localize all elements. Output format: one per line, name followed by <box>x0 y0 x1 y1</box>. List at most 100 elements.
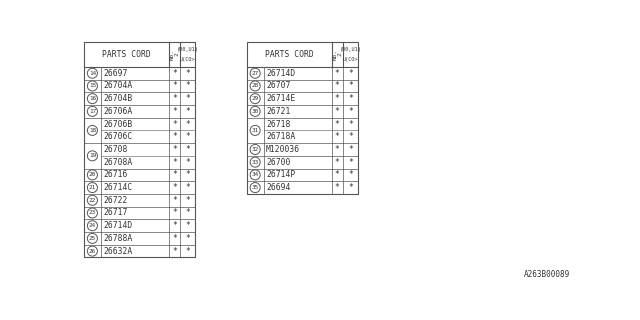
Text: *: * <box>186 82 190 91</box>
Text: 14: 14 <box>89 71 96 76</box>
Bar <box>84 42 195 258</box>
Text: *: * <box>172 196 177 205</box>
Text: 26721: 26721 <box>266 107 291 116</box>
Text: *: * <box>186 183 190 192</box>
Text: *: * <box>348 107 353 116</box>
Text: 24: 24 <box>89 223 96 228</box>
Text: 16: 16 <box>89 96 96 101</box>
Text: *: * <box>172 183 177 192</box>
Text: 26704B: 26704B <box>103 94 132 103</box>
Text: *: * <box>186 234 190 243</box>
Text: 17: 17 <box>89 109 96 114</box>
Text: 26704A: 26704A <box>103 82 132 91</box>
Text: *: * <box>348 94 353 103</box>
Text: *: * <box>172 158 177 167</box>
Text: *: * <box>172 120 177 129</box>
Text: 26708A: 26708A <box>103 158 132 167</box>
Text: (U0,U1): (U0,U1) <box>177 47 198 52</box>
Text: *: * <box>172 94 177 103</box>
Text: *: * <box>172 221 177 230</box>
Text: *: * <box>348 158 353 167</box>
Text: *: * <box>186 158 190 167</box>
Text: *: * <box>348 145 353 154</box>
Text: 26718A: 26718A <box>266 132 295 141</box>
Text: *: * <box>186 69 190 78</box>
Text: PARTS CORD: PARTS CORD <box>102 50 151 59</box>
Text: 26: 26 <box>89 249 96 254</box>
Text: *: * <box>335 145 340 154</box>
Text: *: * <box>186 120 190 129</box>
Text: *: * <box>348 69 353 78</box>
Text: 26716: 26716 <box>103 170 127 180</box>
Text: *: * <box>348 170 353 180</box>
Text: *: * <box>335 158 340 167</box>
Text: *: * <box>172 209 177 218</box>
Text: 26718: 26718 <box>266 120 291 129</box>
Text: U(CO>: U(CO> <box>180 57 196 62</box>
Text: 26714E: 26714E <box>266 94 295 103</box>
Text: 20: 20 <box>89 172 96 177</box>
Text: *: * <box>186 132 190 141</box>
Text: *: * <box>335 107 340 116</box>
Text: *: * <box>172 82 177 91</box>
Text: *: * <box>186 107 190 116</box>
Text: *: * <box>335 170 340 180</box>
Text: *: * <box>186 196 190 205</box>
Text: No.
2: No. 2 <box>170 49 180 60</box>
Text: 34: 34 <box>252 172 259 177</box>
Text: *: * <box>335 120 340 129</box>
Text: 26632A: 26632A <box>103 247 132 256</box>
Text: *: * <box>348 132 353 141</box>
Text: *: * <box>348 183 353 192</box>
Text: *: * <box>335 82 340 91</box>
Text: (U0,U1): (U0,U1) <box>340 47 362 52</box>
Text: 26714D: 26714D <box>266 69 295 78</box>
Text: *: * <box>186 221 190 230</box>
Text: *: * <box>172 145 177 154</box>
Text: 26694: 26694 <box>266 183 291 192</box>
Text: 32: 32 <box>252 147 259 152</box>
Text: 26714D: 26714D <box>103 221 132 230</box>
Text: PARTS CORD: PARTS CORD <box>265 50 314 59</box>
Text: 26707: 26707 <box>266 82 291 91</box>
Text: 26788A: 26788A <box>103 234 132 243</box>
Text: *: * <box>172 107 177 116</box>
Text: 29: 29 <box>252 96 259 101</box>
Text: 26708: 26708 <box>103 145 127 154</box>
Text: *: * <box>335 132 340 141</box>
Text: A263B00089: A263B00089 <box>524 270 570 279</box>
Text: *: * <box>172 170 177 180</box>
Text: No.
2: No. 2 <box>332 49 342 60</box>
Text: M120036: M120036 <box>266 145 300 154</box>
Text: *: * <box>348 120 353 129</box>
Text: 26700: 26700 <box>266 158 291 167</box>
Text: 25: 25 <box>89 236 96 241</box>
Text: 26722: 26722 <box>103 196 127 205</box>
Text: *: * <box>186 94 190 103</box>
Text: 30: 30 <box>252 109 259 114</box>
Text: *: * <box>172 132 177 141</box>
Text: 26717: 26717 <box>103 209 127 218</box>
Text: 26706B: 26706B <box>103 120 132 129</box>
Bar <box>246 42 358 194</box>
Text: U(CO>: U(CO> <box>342 57 358 62</box>
Text: *: * <box>186 170 190 180</box>
Text: 31: 31 <box>252 128 259 133</box>
Text: *: * <box>172 234 177 243</box>
Text: 23: 23 <box>89 211 96 215</box>
Text: 26714C: 26714C <box>103 183 132 192</box>
Text: 19: 19 <box>89 153 96 158</box>
Text: *: * <box>172 247 177 256</box>
Text: 26697: 26697 <box>103 69 127 78</box>
Text: *: * <box>172 69 177 78</box>
Text: 22: 22 <box>89 198 96 203</box>
Text: 21: 21 <box>89 185 96 190</box>
Text: *: * <box>348 82 353 91</box>
Text: 15: 15 <box>89 84 96 88</box>
Text: 26714P: 26714P <box>266 170 295 180</box>
Text: 28: 28 <box>252 84 259 88</box>
Text: *: * <box>186 145 190 154</box>
Text: 26706A: 26706A <box>103 107 132 116</box>
Text: *: * <box>335 94 340 103</box>
Text: 26706C: 26706C <box>103 132 132 141</box>
